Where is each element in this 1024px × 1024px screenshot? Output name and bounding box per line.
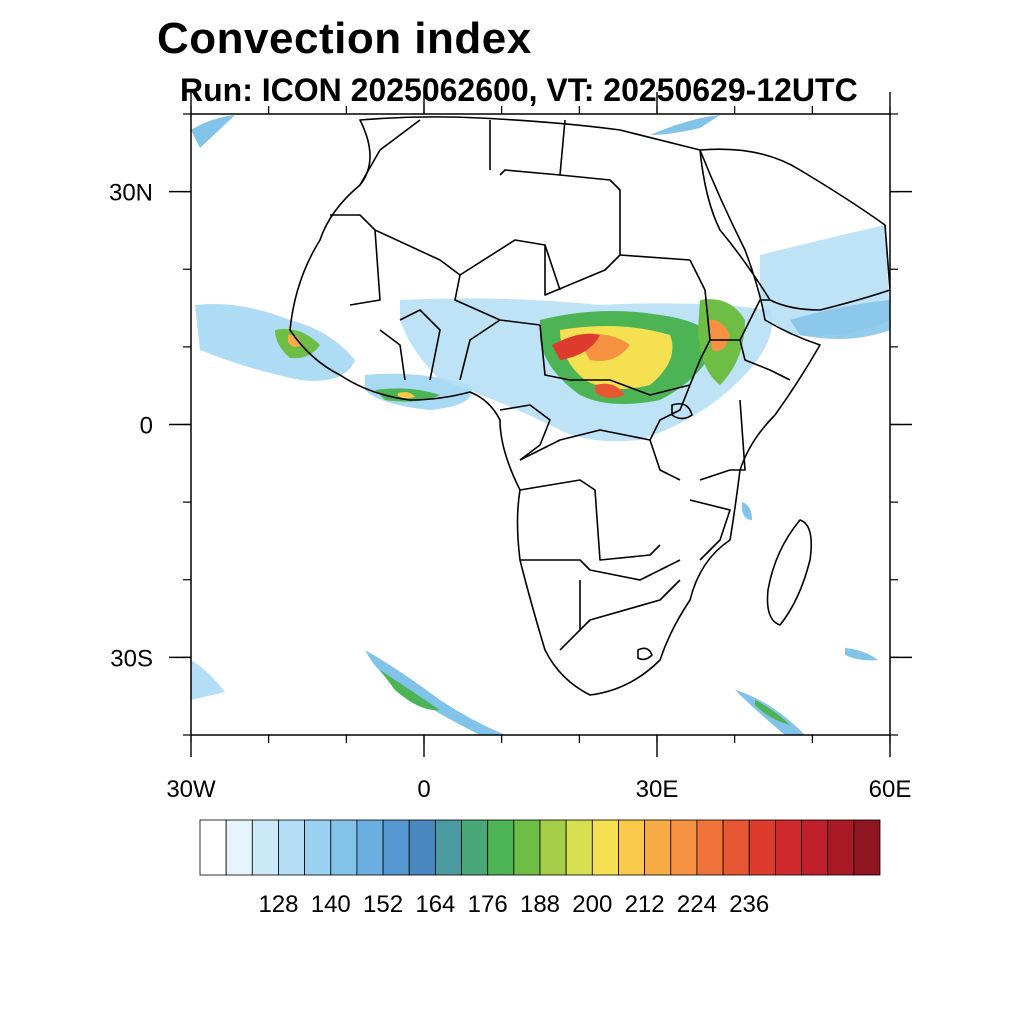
lon-tick-label: 30W (166, 776, 216, 803)
plot-subtitle: Run: ICON 2025062600, VT: 20250629-12UTC (180, 72, 858, 108)
border-line (579, 579, 681, 631)
border-line (454, 274, 541, 326)
field-arabian-sea-light (790, 300, 890, 339)
convection-field (191, 115, 890, 735)
colorbar-swatch (330, 819, 358, 876)
field-ethiopia-orange (708, 319, 730, 351)
colorbar-swatch (408, 819, 436, 876)
field-central-red (552, 333, 600, 360)
colorbar-swatch (801, 819, 829, 876)
lake-victoria-outline (671, 402, 693, 420)
border-line (379, 329, 406, 381)
field-nw-corner (191, 115, 235, 148)
border-line (689, 499, 731, 561)
colorbar-label: 200 (572, 891, 612, 918)
coastlines-and-borders (289, 116, 890, 696)
colorbar-swatch (434, 819, 462, 876)
colorbar-swatch (487, 819, 515, 876)
colorbar-label: 164 (415, 891, 455, 918)
arabia-coastline (699, 148, 890, 311)
field-south-atlantic-band (365, 650, 505, 735)
colorbar-label: 236 (729, 891, 769, 918)
colorbar-label: 212 (625, 891, 665, 918)
colorbar-swatch (722, 819, 750, 876)
map-axes: 30W 0 30E 60E 30N 0 30S (109, 92, 912, 803)
border-line (519, 479, 661, 561)
border-line (499, 169, 691, 261)
colorbar-swatch (591, 819, 619, 876)
colorbar-swatch (670, 819, 698, 876)
lon-tick-label: 30E (636, 776, 679, 803)
lon-tick-label: 60E (869, 776, 912, 803)
africa-coastline (289, 116, 821, 696)
colorbar-swatch (565, 819, 593, 876)
field-mascarene (845, 648, 878, 661)
border-line (359, 119, 421, 186)
colorbar-swatch (382, 819, 410, 876)
plot-title: Convection index (157, 14, 532, 63)
colorbar-label: 188 (520, 891, 560, 918)
colorbar-swatch (644, 819, 672, 876)
colorbar-swatch (513, 819, 541, 876)
colorbar-swatch (774, 819, 802, 876)
field-west-africa-orange (288, 334, 302, 347)
border-line (544, 245, 621, 296)
colorbar-swatch (356, 819, 384, 876)
colorbar-label: 128 (258, 891, 298, 918)
map-frame (190, 113, 891, 736)
colorbar-swatch (304, 819, 332, 876)
colorbar-swatch (225, 819, 253, 876)
colorbar-swatch (748, 819, 776, 876)
colorbar-swatch (827, 819, 855, 876)
field-west-africa-light (195, 304, 355, 381)
lat-tick-label: 0 (140, 413, 153, 440)
colorbar-swatch (696, 819, 724, 876)
field-med-east (650, 115, 720, 135)
lesotho-outline (637, 647, 653, 661)
field-sw-atlantic (191, 660, 225, 700)
colorbar-swatch (199, 819, 227, 876)
lon-tick-label: 0 (417, 776, 430, 803)
border-line (559, 629, 581, 651)
border-line (539, 324, 691, 396)
colorbar-swatch (251, 819, 279, 876)
border-line (710, 339, 791, 381)
field-guinea-orange (398, 392, 415, 399)
colorbar: 128 140 152 164 176 188 200 212 224 236 (199, 819, 881, 918)
border-line (699, 399, 746, 481)
border-line (459, 319, 501, 381)
field-south-central-red (595, 383, 625, 398)
colorbar-label: 152 (363, 891, 403, 918)
border-line (330, 214, 381, 306)
madagascar-coastline (766, 519, 813, 626)
border-line (374, 229, 561, 291)
field-south-indian-green (755, 700, 790, 725)
border-line (519, 429, 651, 461)
border-line (649, 384, 691, 481)
border-line (499, 404, 551, 461)
colorbar-swatch (461, 819, 489, 876)
colorbar-swatch (539, 819, 567, 876)
colorbar-swatch (853, 819, 881, 876)
colorbar-label: 224 (677, 891, 717, 918)
colorbar-swatch (618, 819, 646, 876)
field-mozambique (742, 502, 752, 520)
border-line (520, 559, 681, 581)
lat-tick-label: 30N (109, 180, 153, 207)
colorbar-label: 140 (311, 891, 351, 918)
border-line (559, 119, 566, 176)
colorbar-label: 176 (468, 891, 508, 918)
lat-tick-label: 30S (110, 645, 153, 672)
field-south-atlantic-green (380, 670, 440, 711)
colorbar-swatch (278, 819, 306, 876)
border-line (739, 299, 770, 341)
border-line (399, 309, 441, 381)
